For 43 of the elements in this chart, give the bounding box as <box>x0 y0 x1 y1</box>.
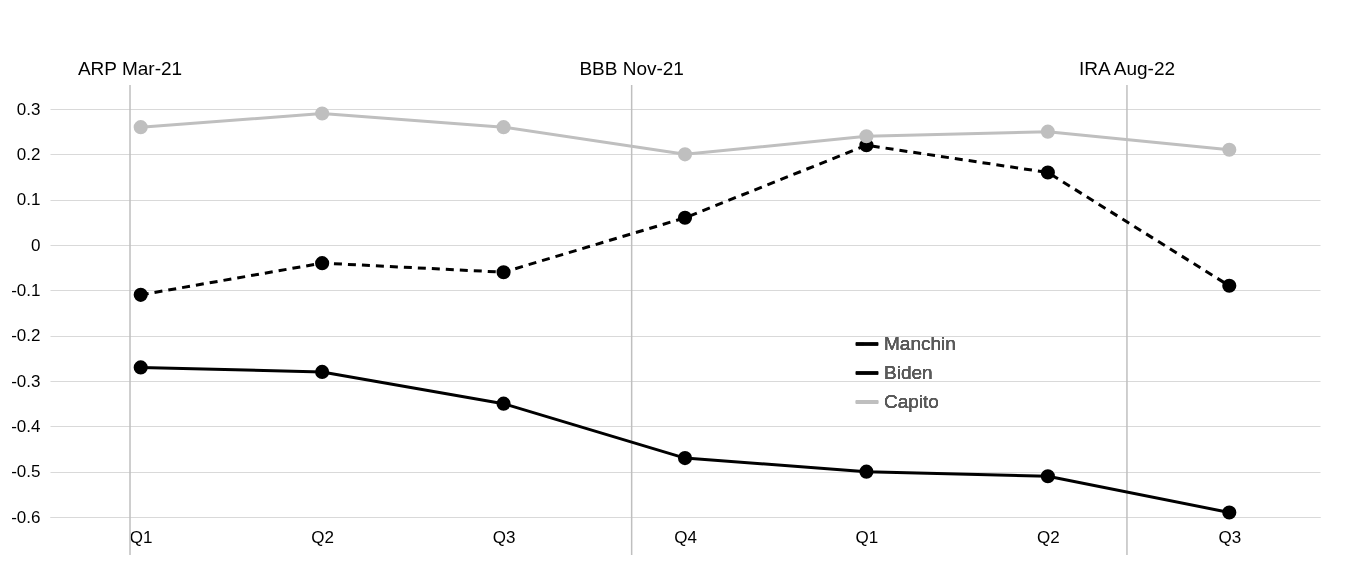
point <box>677 451 693 466</box>
legend-label: Biden <box>884 362 933 383</box>
text: BBB Nov-21 <box>579 58 684 79</box>
y-tick-label: -0.6 <box>11 507 41 527</box>
point <box>1040 165 1055 180</box>
y-tick-label: 0 <box>31 235 41 255</box>
point <box>315 364 330 379</box>
point <box>133 120 148 135</box>
point <box>1040 469 1055 484</box>
y-tick-label: -0.1 <box>11 280 41 300</box>
point <box>859 464 874 479</box>
y-tick-label: 0.2 <box>16 144 41 164</box>
y-tick-label: 0.3 <box>16 99 41 119</box>
text: ARP Mar-21 <box>77 58 183 79</box>
point <box>315 106 330 121</box>
point <box>1222 505 1237 520</box>
point <box>133 287 148 302</box>
point <box>133 360 148 375</box>
point <box>859 129 874 144</box>
point <box>496 120 511 135</box>
point <box>1222 278 1237 293</box>
x-tick-label: Q1 <box>129 527 153 547</box>
legend-label: Manchin <box>884 333 956 354</box>
x-tick-label: Q2 <box>1037 527 1060 547</box>
y-tick-label: -0.4 <box>11 416 41 436</box>
y-tick-label: -0.3 <box>11 371 41 391</box>
y-tick-label: -0.5 <box>11 462 41 482</box>
point <box>496 265 511 280</box>
point <box>677 210 693 225</box>
point <box>1222 142 1237 157</box>
text: IRA Aug-22 <box>1078 58 1176 79</box>
x-tick-label: Q1 <box>855 527 879 547</box>
y-tick-label: 0.1 <box>16 190 41 210</box>
point <box>1040 124 1055 139</box>
legend-label: Capito <box>884 391 939 412</box>
x-tick-label: Q3 <box>1218 527 1242 547</box>
point <box>677 147 693 162</box>
x-tick-label: Q2 <box>311 527 334 547</box>
point <box>496 396 511 411</box>
x-tick-label: Q4 <box>674 527 697 547</box>
point <box>315 256 330 271</box>
x-tick-label: Q3 <box>492 527 516 547</box>
y-tick-label: -0.2 <box>11 326 41 346</box>
